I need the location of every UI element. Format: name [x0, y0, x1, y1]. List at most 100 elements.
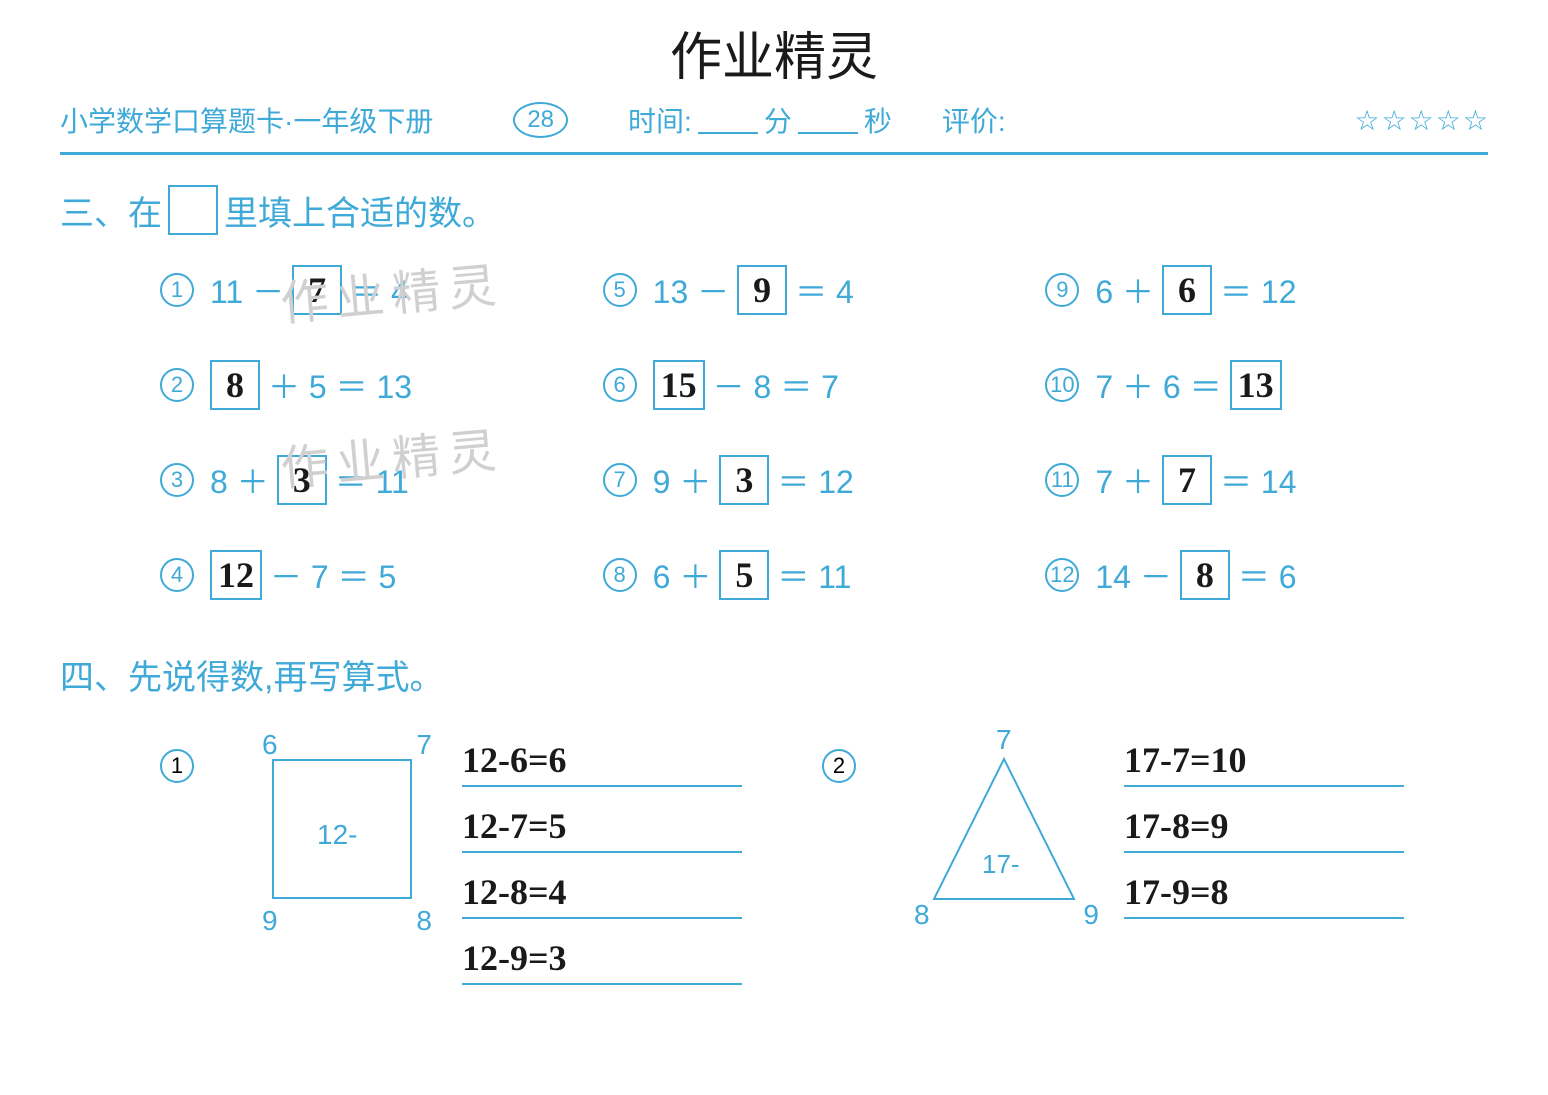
- answer-box[interactable]: 15: [653, 360, 705, 410]
- shape-problem-2: 7 8 9 17- 17-7=10 17-8=9 17-9=8: [904, 729, 1404, 985]
- section4-title: 四、先说得数,再写算式。: [60, 650, 1488, 699]
- problem-before: 7 ＋: [1095, 457, 1154, 503]
- section4-container: 1 6 7 9 8 12- 12-6=6 12-7=5 12-8=4 12-9=…: [60, 729, 1488, 985]
- problem-after: － 7 ＝ 5: [270, 552, 396, 598]
- problem-number: 11: [1045, 463, 1079, 497]
- problem-after: ＋ 5 ＝ 13: [268, 362, 412, 408]
- answer-box[interactable]: 8: [1180, 550, 1230, 600]
- item-number: 2: [822, 749, 856, 783]
- answer-value: 13: [1238, 364, 1274, 406]
- answer-box[interactable]: 6: [1162, 265, 1212, 315]
- vertex-top: 7: [996, 724, 1012, 756]
- second-field[interactable]: [798, 106, 858, 134]
- shape-problem-1: 6 7 9 8 12- 12-6=6 12-7=5 12-8=4 12-9=3: [242, 729, 742, 985]
- minute-label: 分: [764, 100, 792, 140]
- problem-after: ＝ 12: [777, 457, 854, 503]
- corner-tl: 6: [262, 729, 278, 761]
- header-divider: [60, 152, 1488, 155]
- minute-field[interactable]: [698, 106, 758, 134]
- problem-number: 5: [603, 273, 637, 307]
- header-row: 小学数学口算题卡·一年级下册 28 时间: 分 秒 评价: ☆ ☆ ☆ ☆ ☆: [60, 100, 1488, 140]
- equation-answer: 17-7=10: [1124, 740, 1247, 780]
- answer-value: 7: [1178, 459, 1196, 501]
- answer-box[interactable]: 12: [210, 550, 262, 600]
- problem-item: 7 9 ＋ 3 ＝ 12: [603, 455, 1006, 505]
- answer-value: 15: [661, 364, 697, 406]
- problem-after: ＝ 4: [350, 267, 409, 313]
- star-icon: ☆: [1463, 104, 1488, 137]
- answer-box[interactable]: 7: [292, 265, 342, 315]
- equations-list-1: 12-6=6 12-7=5 12-8=4 12-9=3: [462, 739, 742, 985]
- equation-line[interactable]: 12-7=5: [462, 805, 742, 853]
- equation-line[interactable]: 12-9=3: [462, 937, 742, 985]
- time-section: 时间: 分 秒: [628, 100, 892, 140]
- star-icon: ☆: [1354, 104, 1379, 137]
- problem-before: 6 ＋: [653, 552, 712, 598]
- square-center-text: 12-: [317, 819, 357, 851]
- problem-after: ＝ 11: [777, 552, 851, 598]
- answer-box[interactable]: 5: [719, 550, 769, 600]
- rating-stars: ☆ ☆ ☆ ☆ ☆: [1354, 104, 1488, 137]
- answer-value: 9: [753, 269, 771, 311]
- answer-box[interactable]: 9: [737, 265, 787, 315]
- answer-value: 6: [1178, 269, 1196, 311]
- equation-answer: 17-8=9: [1124, 806, 1229, 846]
- answer-value: 8: [1196, 554, 1214, 596]
- problem-after: － 8 ＝ 7: [713, 362, 839, 408]
- problem-number: 7: [603, 463, 637, 497]
- problem-item: 1214 －8＝ 6: [1045, 550, 1448, 600]
- second-label: 秒: [864, 100, 892, 140]
- answer-box[interactable]: 3: [277, 455, 327, 505]
- square-shape: 6 7 9 8 12-: [242, 729, 442, 929]
- problem-item: 111 －7＝ 4: [160, 265, 563, 315]
- problem-number: 10: [1045, 368, 1079, 402]
- answer-box[interactable]: 7: [1162, 455, 1212, 505]
- problem-before: 7 ＋ 6 ＝: [1095, 362, 1221, 408]
- problem-number: 9: [1045, 273, 1079, 307]
- triangle-shape: 7 8 9 17-: [904, 729, 1104, 929]
- equation-line[interactable]: 17-8=9: [1124, 805, 1404, 853]
- answer-value: 3: [293, 459, 311, 501]
- answer-value: 5: [735, 554, 753, 596]
- answer-box[interactable]: 3: [719, 455, 769, 505]
- problem-after: ＝ 14: [1220, 457, 1297, 503]
- problem-before: 8 ＋: [210, 457, 269, 503]
- star-icon: ☆: [1436, 104, 1461, 137]
- star-icon: ☆: [1409, 104, 1434, 137]
- problem-item: 615－ 8 ＝ 7: [603, 360, 1006, 410]
- answer-value: 3: [735, 459, 753, 501]
- problem-after: ＝ 4: [795, 267, 854, 313]
- problem-before: 6 ＋: [1095, 267, 1154, 313]
- vertex-br: 9: [1083, 899, 1099, 931]
- corner-br: 8: [416, 905, 432, 937]
- equation-line[interactable]: 17-9=8: [1124, 871, 1404, 919]
- problem-before: 13 －: [653, 267, 730, 313]
- problem-number: 3: [160, 463, 194, 497]
- equation-line[interactable]: 12-6=6: [462, 739, 742, 787]
- problem-item: 10 7 ＋ 6 ＝ 13: [1045, 360, 1448, 410]
- problem-item: 28＋ 5 ＝ 13: [160, 360, 563, 410]
- header-subtitle: 小学数学口算题卡·一年级下册: [60, 100, 433, 140]
- corner-tr: 7: [416, 729, 432, 761]
- answer-value: 12: [218, 554, 254, 596]
- problem-before: 14 －: [1095, 552, 1172, 598]
- problem-item: 11 7 ＋ 7 ＝ 14: [1045, 455, 1448, 505]
- problem-number: 12: [1045, 558, 1079, 592]
- answer-box[interactable]: 13: [1230, 360, 1282, 410]
- triangle-center-text: 17-: [982, 849, 1020, 880]
- problem-after: ＝ 11: [335, 457, 409, 503]
- equation-line[interactable]: 17-7=10: [1124, 739, 1404, 787]
- equation-line[interactable]: 12-8=4: [462, 871, 742, 919]
- problems-grid: 111 －7＝ 4513 －9＝ 496 ＋6＝ 1228＋ 5 ＝ 13615…: [60, 265, 1488, 600]
- star-icon: ☆: [1382, 104, 1407, 137]
- problem-item: 412－ 7 ＝ 5: [160, 550, 563, 600]
- page-main-title: 作业精灵: [670, 15, 878, 90]
- page-number: 28: [513, 102, 568, 138]
- section3-title-suffix: 里填上合适的数。: [224, 186, 496, 235]
- answer-box[interactable]: 8: [210, 360, 260, 410]
- item-number: 1: [160, 749, 194, 783]
- equation-answer: 12-7=5: [462, 806, 567, 846]
- problem-number: 8: [603, 558, 637, 592]
- triangle-icon: [924, 749, 1084, 909]
- problem-before: 9 ＋: [653, 457, 712, 503]
